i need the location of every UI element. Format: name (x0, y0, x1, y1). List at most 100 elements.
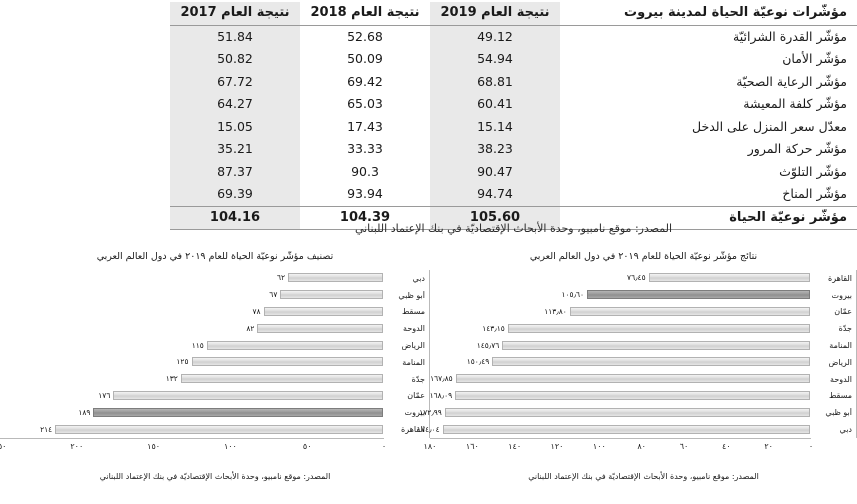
chart-bar-track: ١٤٥٫٧٦ (430, 339, 810, 353)
chart-bar-track: ١٠٥٫٦٠ (430, 288, 810, 302)
chart-left-x-axis: ٢٥٠ ٢٠٠ ١٥٠ ١٠٠ ٥٠ ٠ (0, 438, 387, 456)
cell-2017: 15.05 (170, 115, 300, 138)
axis-tick-label: ٠ (381, 442, 387, 451)
table-row: مؤشّر كلفة المعيشة 60.41 65.03 64.27 (170, 93, 857, 116)
chart-bar-row: الرياض ١١٥ (0, 339, 429, 353)
cell-2018: 90.3 (351, 163, 379, 179)
chart-bar-value-label: ١٦٧٫٨٥ (430, 374, 453, 384)
cell-2018: 69.42 (347, 73, 383, 89)
cell-2018: 50.09 (347, 51, 383, 66)
table-row: مؤشّر المناخ 94.74 93.94 69.39 (170, 183, 857, 206)
chart-ranking-left: تصنيف مؤشّر نوعيّة الحياة للعام ٢٠١٩ في … (0, 246, 430, 504)
qol-table-container: مؤشّرات نوعيّة الحياة لمدينة بيروت نتيجة… (170, 2, 857, 230)
chart-bar-track: ١٨٩ (0, 406, 383, 420)
chart-bar-track: ٦٧ (0, 288, 383, 302)
cell-2019: 90.47 (430, 160, 560, 183)
chart-bar-value-label: ١٤٣٫١٥ (482, 323, 505, 333)
chart-bar-value-label: ٧٦٫٤٥ (627, 273, 646, 283)
chart-bar-value-label: ١٤٥٫٧٦ (476, 340, 500, 350)
chart-scores-right: نتائج مؤشّر نوعيّة الحياة للعام ٢٠١٩ في … (417, 246, 857, 504)
chart-bar (569, 306, 810, 316)
table-row: معدّل سعر المنزل على الدخل 15.14 17.43 15.0… (170, 115, 857, 138)
chart-bar-track: ١١٥ (0, 339, 383, 353)
axis-tick-label: ٥٠ (302, 442, 312, 451)
column-header-indicator: مؤشّرات نوعيّة الحياة لمدينة بيروت (560, 2, 857, 26)
cell-2018: 33.33 (347, 141, 383, 156)
axis-tick-label: ١٤٠ (508, 442, 522, 451)
chart-right-title: نتائج مؤشّر نوعيّة الحياة للعام ٢٠١٩ في … (529, 251, 758, 262)
chart-bar (455, 374, 810, 384)
table-body: مؤشّر القدرة الشرائيّة 49.12 52.68 51.84 مؤش… (170, 25, 857, 230)
chart-bar (587, 290, 810, 300)
chart-category-label: الرياض (401, 341, 425, 351)
chart-bar-row: دبي ٦٢ (0, 271, 429, 285)
total-2017: 104.16 (170, 205, 300, 230)
axis-tick-label: ١٥٠ (147, 442, 161, 451)
chart-bar (113, 390, 383, 400)
chart-category-label: القاهرة (828, 273, 852, 283)
chart-category-label: الرياض (828, 357, 852, 367)
total-label: مؤشّر نوعيّة الحياة (560, 205, 857, 230)
chart-left-bars: دبي ٦٢ أبو ظبي ٦٧ مسقط ٧٨ الدوحة ٨٢ الرياض ١١٥ الم… (0, 270, 429, 438)
cell-2017: 69.39 (170, 183, 300, 206)
chart-bar (444, 407, 810, 417)
cell-2019: 94.74 (430, 183, 560, 206)
table-row: مؤشّر التلوّث 90.47 90.3 87.37 (170, 160, 857, 183)
chart-category-label: الدوحة (830, 374, 852, 384)
chart-bar-row: مسقط ٧٨ (0, 305, 429, 319)
chart-category-label: أبو ظبي (398, 290, 425, 300)
chart-bar-track: ٧٨ (0, 305, 383, 319)
chart-right-plot: القاهرة ٧٦٫٤٥ بيروت ١٠٥٫٦٠ عمّان ١١٣٫٨٠ جدّة ١٤… (417, 270, 857, 438)
chart-bar-value-label: ١٧٢٫٩٩ (419, 407, 442, 417)
chart-right-bars: القاهرة ٧٦٫٤٥ بيروت ١٠٥٫٦٠ عمّان ١١٣٫٨٠ جدّة ١٤… (417, 270, 856, 438)
chart-bar (55, 424, 383, 434)
column-header-2019: نتيجة العام 2019 (430, 2, 560, 26)
table-row: مؤشّر الأمان 54.94 50.09 50.82 (170, 48, 857, 71)
row-indicator-label: مؤشّر الرعاية الصحيّة (560, 70, 857, 93)
chart-bar (648, 273, 810, 283)
table-total-row: مؤشّر نوعيّة الحياة 105.60 104.39 104.16 (170, 205, 857, 230)
chart-bar (492, 357, 810, 367)
chart-bar-value-label: ٢١٤ (40, 424, 53, 434)
chart-bar (263, 306, 383, 316)
chart-right-x-axis: ١٨٠ ١٦٠ ١٤٠ ١٢٠ ١٠٠ ٨٠ ٦٠ ٤٠ ٢٠ ٠ (424, 438, 813, 456)
chart-category-label: جدّة (838, 324, 852, 334)
chart-category-label: دبي (839, 425, 852, 435)
chart-bar-track: ١٧٢٫٩٩ (419, 406, 810, 420)
chart-category-label: المنامة (829, 341, 852, 351)
chart-bar-track: ١٧٤٫٠٤ (417, 423, 810, 437)
chart-bar-value-label: ١٠٥٫٦٠ (561, 290, 585, 300)
chart-bar-row: الدوحة ١٦٧٫٨٥ (430, 372, 856, 386)
chart-left-plot: دبي ٦٢ أبو ظبي ٦٧ مسقط ٧٨ الدوحة ٨٢ الرياض ١١٥ الم… (0, 270, 430, 438)
chart-category-label: مسقط (401, 307, 425, 317)
cell-2017: 35.21 (170, 138, 300, 161)
chart-bar (280, 290, 383, 300)
chart-bar-row: أبو ظبي ١٧٢٫٩٩ (419, 406, 856, 420)
chart-bar (288, 273, 383, 283)
chart-bar-track: ٢١٤ (0, 423, 383, 437)
cell-2018: 65.03 (347, 96, 383, 111)
chart-bar-value-label: ٦٧ (269, 290, 278, 300)
chart-category-label: عمّان (407, 391, 425, 401)
chart-bar-value-label: ١٧٦ (98, 390, 111, 400)
qol-table: مؤشّرات نوعيّة الحياة لمدينة بيروت نتيجة… (170, 2, 857, 230)
axis-tick-label: ١٢٠ (550, 442, 564, 451)
chart-bar (191, 357, 383, 367)
row-indicator-label: مؤشّر كلفة المعيشة (560, 93, 857, 116)
chart-right-source: المصدر: موقع نامبيو، وحدة الأبحاث الإقتص… (528, 472, 759, 481)
chart-bar-row: جدّة ١٤٣٫١٥ (430, 322, 856, 336)
axis-tick-label: ٦٠ (679, 442, 689, 451)
total-2018: 104.39 (300, 205, 430, 230)
table-header: مؤشّرات نوعيّة الحياة لمدينة بيروت نتيجة… (170, 2, 857, 26)
chart-category-label: بيروت (831, 290, 852, 300)
chart-bar-track: ١٣٢ (0, 372, 383, 386)
chart-bar-value-label: ١٧٤٫٠٤ (417, 424, 440, 434)
cell-2018: 93.94 (347, 186, 383, 201)
chart-bar-row: الرياض ١٥٠٫٤٩ (430, 355, 856, 369)
chart-bar-value-label: ١٥٠٫٤٩ (466, 357, 490, 367)
table-row: مؤشّر حركة المرور 38.23 33.33 35.21 (170, 138, 857, 161)
chart-bar-row: أبو ظبي ٦٧ (0, 288, 429, 302)
chart-category-label: المنامة (402, 357, 425, 367)
chart-bar (507, 323, 810, 333)
